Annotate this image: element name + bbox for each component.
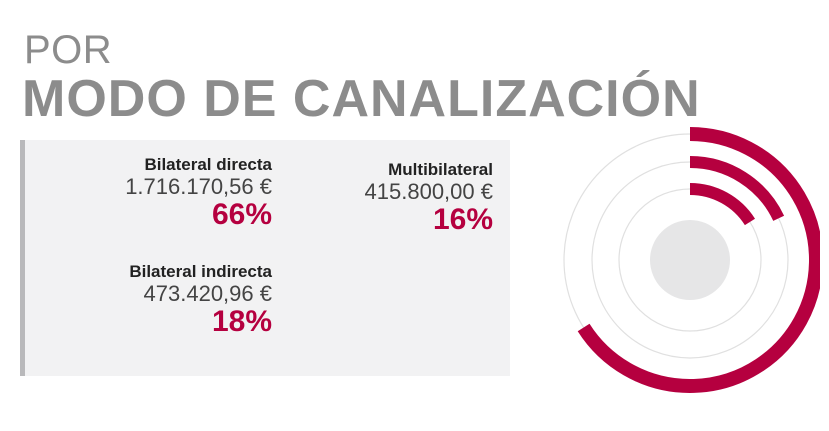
page-title: MODO DE CANALIZACIÓN <box>22 70 701 128</box>
legend-label: Multibilateral <box>388 160 493 179</box>
arc-bilateral-indirecta <box>689 156 785 221</box>
legend-label: Bilateral directa <box>144 155 272 174</box>
panel-accent-bar <box>20 140 25 376</box>
legend-panel <box>20 140 510 376</box>
arc-multibilateral <box>689 183 756 226</box>
radial-bar-chart <box>563 127 820 393</box>
legend-amount: 415.800,00 € <box>364 179 493 204</box>
legend-entry-bilateral-indirecta: Bilateral indirecta 473.420,96 € 18% <box>129 262 272 338</box>
legend-label: Bilateral indirecta <box>129 262 272 281</box>
arc-bilateral-directa <box>577 127 820 393</box>
legend-entry-multibilateral: Multibilateral 415.800,00 € 16% <box>365 160 493 236</box>
legend-amount: 473.420,96 € <box>143 281 272 306</box>
legend-entry-bilateral-directa: Bilateral directa 1.716.170,56 € 66% <box>125 155 272 231</box>
title-line-1: POR <box>24 28 113 72</box>
center-disc <box>650 220 730 300</box>
legend-percent: 16% <box>432 203 493 236</box>
legend-amount: 1.716.170,56 € <box>125 174 272 199</box>
legend-percent: 18% <box>211 305 272 338</box>
legend-percent: 66% <box>211 198 272 231</box>
